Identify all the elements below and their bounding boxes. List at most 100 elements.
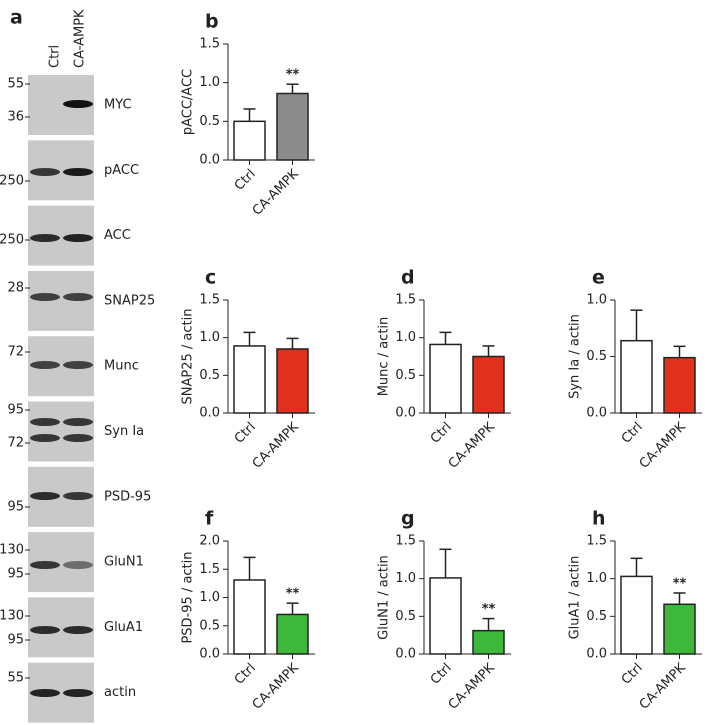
y-tick-label: 0.0: [586, 647, 607, 662]
y-tick-label: 1.0: [395, 330, 416, 345]
significance: **: [482, 602, 496, 617]
band: [63, 689, 93, 697]
x-tick-label: Ctrl: [232, 661, 259, 688]
bar: [276, 92, 309, 161]
y-tick-label: 1.5: [395, 293, 416, 308]
y-tick-label: 0.5: [586, 349, 607, 364]
mw-marker: 95: [7, 567, 24, 582]
mw-marker: 95: [7, 500, 24, 515]
bar: [233, 120, 266, 161]
band: [63, 561, 93, 569]
mw-marker: 55: [7, 77, 24, 92]
x-tick-label: CA-AMPK: [637, 660, 689, 712]
y-tick-label: 1.0: [395, 571, 416, 586]
panel-label: f: [205, 508, 214, 530]
protein-label: ACC: [104, 228, 131, 243]
y-tick-label: 1.0: [199, 590, 220, 605]
mw-marker: 130: [0, 609, 24, 624]
significance: **: [286, 68, 300, 83]
x-tick-label: CA-AMPK: [250, 166, 302, 218]
band: [63, 418, 93, 426]
band: [30, 234, 60, 242]
mw-marker: 55: [7, 671, 24, 686]
y-tick-label: 0.0: [586, 406, 607, 421]
protein-label: MYC: [104, 98, 132, 113]
bar: [472, 355, 505, 414]
band: [63, 168, 93, 176]
band: [63, 100, 93, 108]
mw-marker: 72: [7, 436, 24, 451]
band: [63, 626, 93, 634]
bar: [233, 345, 266, 414]
band: [30, 626, 60, 634]
y-tick-label: 1.0: [586, 293, 607, 308]
y-tick-label: 2.0: [199, 534, 220, 549]
bar: [620, 339, 653, 414]
x-tick-label: Ctrl: [428, 661, 455, 688]
blot-strip: [28, 270, 94, 331]
band: [63, 361, 93, 369]
y-tick-label: 0.0: [395, 406, 416, 421]
band: [30, 168, 60, 176]
mw-marker: 95: [7, 403, 24, 418]
protein-label: actin: [104, 685, 136, 700]
y-axis-label: Syn Ia / actin: [568, 314, 583, 399]
band: [63, 492, 93, 500]
x-tick-label: Ctrl: [619, 420, 646, 447]
panel-label: c: [205, 267, 216, 289]
bar: [429, 577, 462, 655]
y-axis-label: SNAP25 / actin: [181, 309, 196, 405]
protein-label: PSD-95: [104, 489, 151, 504]
band: [30, 689, 60, 697]
significance: **: [673, 576, 687, 591]
y-tick-label: 0.5: [199, 368, 220, 383]
protein-label: Munc: [104, 359, 139, 374]
x-tick-label: Ctrl: [232, 167, 259, 194]
panel-label: b: [205, 11, 219, 33]
band: [30, 561, 60, 569]
y-tick-label: 0.5: [199, 114, 220, 129]
protein-label: pACC: [104, 163, 139, 178]
bar: [472, 629, 505, 655]
bar: [276, 613, 309, 655]
x-tick-label: CA-AMPK: [446, 419, 498, 471]
y-tick-label: 0.5: [395, 609, 416, 624]
y-tick-label: 0.5: [199, 618, 220, 633]
mw-marker: 250: [0, 174, 24, 189]
y-axis-label: GluN1 / actin: [377, 555, 392, 640]
y-tick-label: 1.5: [199, 562, 220, 577]
mw-marker: 130: [0, 543, 24, 558]
bar: [620, 575, 653, 655]
y-tick-label: 0.5: [395, 368, 416, 383]
x-tick-label: Ctrl: [619, 661, 646, 688]
bar: [233, 579, 266, 655]
bar: [276, 348, 309, 414]
x-tick-label: CA-AMPK: [250, 660, 302, 712]
y-tick-label: 0.0: [199, 406, 220, 421]
protein-label: Syn Ia: [104, 424, 144, 439]
mw-marker: 250: [0, 233, 24, 248]
band: [30, 492, 60, 500]
band: [30, 361, 60, 369]
y-tick-label: 1.5: [199, 37, 220, 52]
y-axis-label: GluA1 / actin: [568, 556, 583, 640]
bar: [663, 356, 696, 414]
y-axis-label: PSD-95 / actin: [181, 551, 196, 643]
y-axis-label: Munc / actin: [377, 317, 392, 397]
band: [30, 418, 60, 426]
y-tick-label: 0.0: [395, 647, 416, 662]
lane-label: CA-AMPK: [73, 9, 88, 68]
y-tick-label: 1.0: [586, 571, 607, 586]
band: [63, 234, 93, 242]
y-tick-label: 0.0: [199, 647, 220, 662]
x-tick-label: CA-AMPK: [637, 419, 689, 471]
x-tick-label: Ctrl: [428, 420, 455, 447]
significance: **: [286, 587, 300, 602]
band: [63, 434, 93, 442]
bar: [663, 603, 696, 655]
band: [30, 293, 60, 301]
y-tick-label: 1.0: [199, 330, 220, 345]
mw-marker: 28: [7, 281, 24, 296]
protein-label: GluN1: [104, 555, 144, 570]
